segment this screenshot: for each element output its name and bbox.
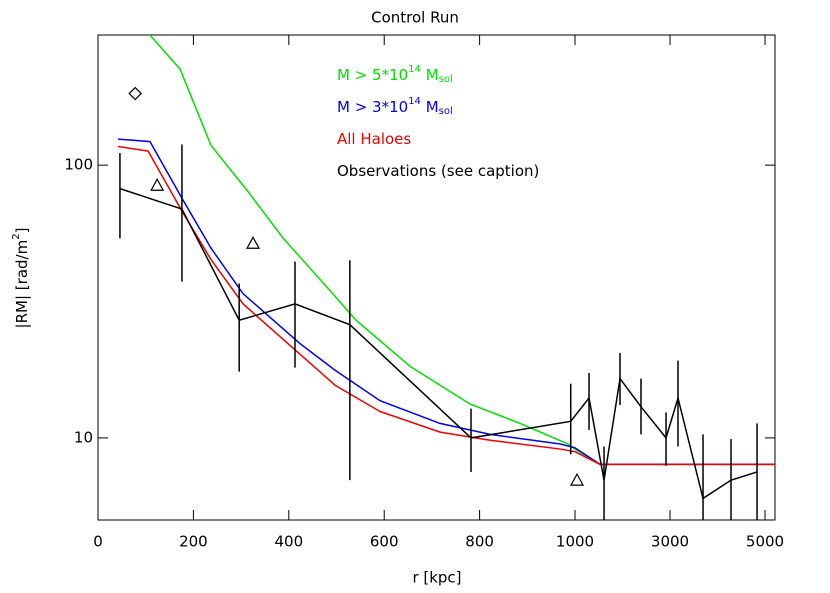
x-tick-label: 1000: [556, 533, 594, 551]
chart-title: Control Run: [371, 9, 459, 27]
legend-text: M > 5*10: [337, 66, 408, 84]
legend-text: 14: [408, 64, 421, 75]
y-label-part: ]: [13, 228, 31, 234]
y-axis-label: |RM| [rad/m2]: [11, 228, 31, 329]
x-tick-label: 0: [93, 533, 103, 551]
x-axis-label: r [kpc]: [412, 569, 461, 587]
y-tick-label: 10: [74, 428, 93, 446]
series-line: [148, 35, 775, 466]
x-tick-label: 600: [370, 533, 399, 551]
legend-entry: Observations (see caption): [337, 162, 539, 180]
triangle-marker: [150, 177, 165, 191]
series-line: [117, 145, 775, 466]
y-tick-label: 100: [64, 156, 93, 174]
triangle-marker: [569, 472, 585, 486]
x-tick-label: 200: [179, 533, 208, 551]
legend-entry: M > 5*1014 Msol: [337, 64, 453, 85]
y-label-sup: 2: [11, 233, 22, 239]
legend-entry: M > 3*1014 Msol: [337, 96, 453, 117]
plot-area: [117, 35, 775, 520]
series-line: [117, 138, 775, 466]
x-tick-label: 800: [465, 533, 494, 551]
legend-text: M: [421, 66, 439, 84]
legend-text: 14: [408, 96, 421, 107]
legend-text: sol: [439, 74, 453, 85]
diamond-marker: [128, 86, 143, 101]
x-tick-label: 400: [274, 533, 303, 551]
legend-text: sol: [439, 106, 453, 117]
legend-text: Observations (see caption): [337, 162, 539, 180]
x-tick-label: 5000: [746, 533, 784, 551]
plot-frame: [97, 34, 776, 521]
x-tick-label: 3000: [651, 533, 689, 551]
series-line: [119, 187, 758, 500]
legend-text: M > 3*10: [337, 98, 408, 116]
legend-text: All Haloes: [337, 130, 411, 148]
legend-entry: All Haloes: [337, 130, 411, 148]
triangle-marker: [246, 236, 261, 249]
y-label-part: |RM| [rad/m: [13, 240, 31, 329]
legend-text: M: [421, 98, 439, 116]
